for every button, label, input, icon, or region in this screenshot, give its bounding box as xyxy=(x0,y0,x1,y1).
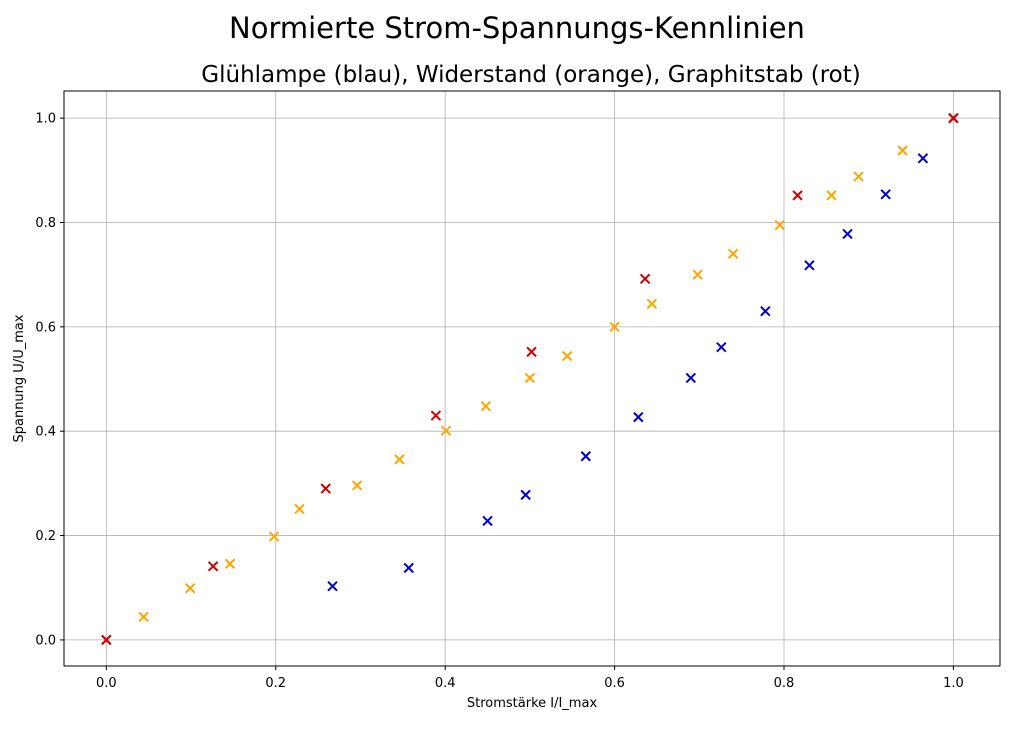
data-point xyxy=(320,483,331,494)
data-point xyxy=(403,562,414,574)
x-axis-label: Stromstärke I/I_max xyxy=(467,696,598,711)
plot-area-frame xyxy=(63,90,1001,667)
data-point xyxy=(482,515,493,527)
data-point xyxy=(524,372,536,384)
data-point xyxy=(224,558,236,569)
data-point xyxy=(394,454,405,465)
data-points xyxy=(101,112,959,646)
data-point xyxy=(327,580,338,592)
data-point xyxy=(207,561,219,572)
axis-ticks: 0.0 0.2 0.4 0.6 0.8 1.0 0.0 0.2 0.4 0.6 0.8 1.0 xyxy=(35,112,963,691)
x-tick-label: 0.0 xyxy=(96,676,117,691)
data-point xyxy=(853,171,864,182)
grid xyxy=(64,91,1000,666)
data-point xyxy=(185,583,196,594)
y-tick-label: 0.6 xyxy=(35,320,56,335)
data-point xyxy=(268,531,280,542)
data-point xyxy=(804,260,815,271)
data-point xyxy=(580,451,591,462)
chart-suptitle: Normierte Strom-Spannungs-Kennlinien xyxy=(229,11,805,45)
data-point xyxy=(480,400,492,412)
data-point xyxy=(692,269,703,280)
y-tick-label: 0.4 xyxy=(35,425,56,440)
data-point xyxy=(917,153,929,164)
data-point xyxy=(639,273,651,285)
data-point xyxy=(609,321,620,333)
data-point xyxy=(101,634,112,646)
data-point xyxy=(520,489,531,501)
data-point xyxy=(685,372,697,384)
x-tick-label: 0.6 xyxy=(604,676,625,691)
y-tick-label: 1.0 xyxy=(35,112,56,127)
data-point xyxy=(526,346,537,358)
data-point xyxy=(351,480,363,491)
data-point xyxy=(561,350,573,362)
y-tick-label: 0.8 xyxy=(35,216,56,231)
y-tick-label: 0.2 xyxy=(35,529,56,544)
x-tick-label: 1.0 xyxy=(943,676,964,691)
data-point xyxy=(897,145,908,156)
y-tick-label: 0.0 xyxy=(35,633,56,648)
data-point xyxy=(774,219,785,231)
data-point xyxy=(430,410,442,421)
data-point xyxy=(633,411,644,423)
data-point xyxy=(792,190,803,201)
data-point xyxy=(842,228,853,240)
data-point xyxy=(138,611,149,623)
data-point xyxy=(826,190,837,201)
x-tick-label: 0.2 xyxy=(265,676,286,691)
data-point xyxy=(880,189,891,200)
data-point xyxy=(646,298,658,310)
data-point xyxy=(760,305,771,317)
chart-title: Glühlampe (blau), Widerstand (orange), G… xyxy=(201,62,860,88)
data-point xyxy=(440,425,452,436)
x-tick-label: 0.4 xyxy=(435,676,456,691)
data-point xyxy=(716,341,727,353)
data-point xyxy=(294,503,305,515)
x-tick-label: 0.8 xyxy=(774,676,795,691)
y-axis-label: Spannung U/U_max xyxy=(12,314,27,442)
data-point xyxy=(948,112,959,124)
data-point xyxy=(727,248,739,260)
